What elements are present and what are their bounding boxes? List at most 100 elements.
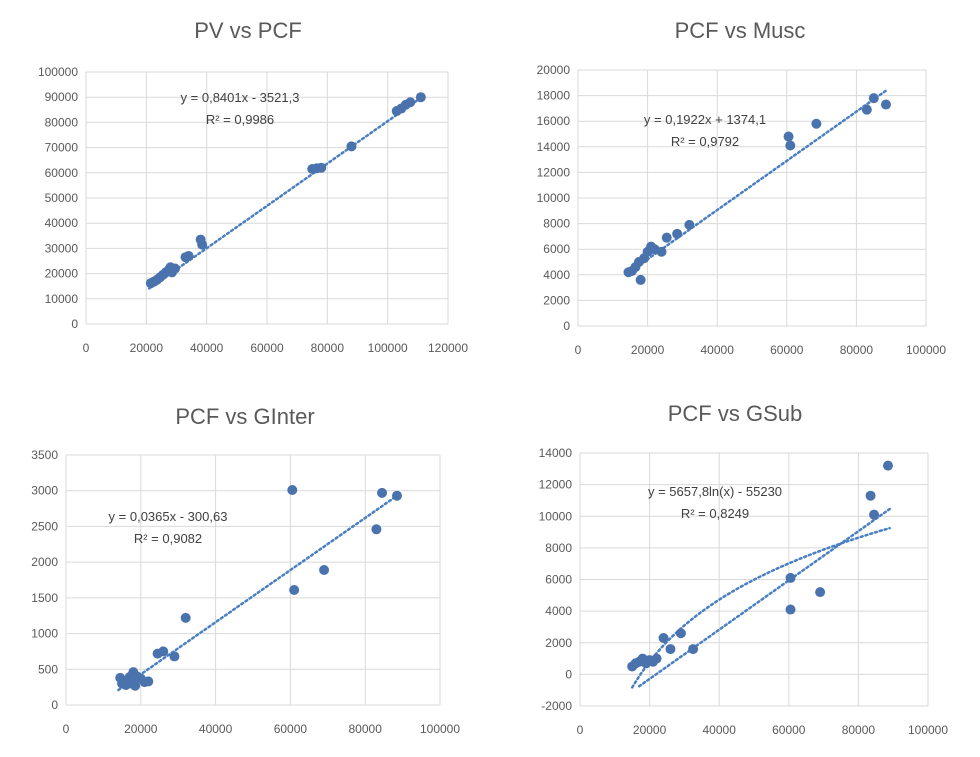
y-tick-label: 2500 — [31, 519, 58, 533]
trendline-secondary — [637, 507, 891, 688]
x-tick-label: 40000 — [199, 722, 233, 736]
y-tick-label: 20000 — [537, 63, 571, 77]
data-point — [785, 572, 796, 583]
chart-pcf-vs-musc: PCF vs Musc 0 2000 4000 6000 8000 10000 12000 14… — [490, 0, 980, 376]
y-tick-label: 30000 — [45, 241, 79, 255]
y-tick-label: 4000 — [545, 604, 572, 618]
data-point — [785, 140, 796, 151]
x-tick-label: 20000 — [124, 722, 158, 736]
y-tick-label: 1000 — [31, 627, 58, 641]
data-point — [861, 104, 872, 115]
data-point — [377, 487, 388, 498]
data-point — [287, 485, 298, 495]
x-tick-label: 60000 — [274, 722, 308, 736]
data-point — [785, 604, 796, 615]
data-point — [882, 460, 893, 471]
trendline-equation: y = 5657,8ln(x) - 55230 — [648, 484, 782, 499]
data-point — [143, 676, 154, 687]
data-point — [661, 232, 672, 243]
chart-pcf-vs-ginter: PCF vs GInter 0 500 1000 1500 2000 2500 3000 350… — [0, 376, 490, 752]
x-tick-label: 60000 — [250, 341, 284, 355]
y-tick-label: 12000 — [537, 165, 571, 179]
data-point — [651, 653, 662, 664]
x-tick-label: 20000 — [130, 341, 164, 355]
trendline-equation: y = 0,0365x - 300,63 — [109, 509, 228, 524]
y-tick-label: 0 — [565, 667, 572, 681]
y-tick-label: 70000 — [45, 141, 79, 155]
chart-pcf-vs-gsub: PCF vs GSub -2000 0 2000 4000 6000 8000 10000 12… — [490, 376, 980, 752]
data-point — [665, 644, 676, 655]
data-point — [391, 490, 402, 501]
data-point — [675, 628, 686, 639]
trendline-r-squared: R² = 0,9986 — [206, 112, 274, 127]
y-tick-label: 12000 — [539, 478, 573, 492]
data-point — [811, 118, 822, 129]
y-tick-label: 14000 — [537, 140, 571, 154]
x-tick-label: 100000 — [908, 723, 948, 737]
x-tick-label: 20000 — [631, 343, 665, 357]
x-tick-label: 100000 — [420, 722, 460, 736]
data-point — [869, 509, 880, 520]
y-tick-label: 8000 — [543, 217, 570, 231]
y-tick-label: 4000 — [543, 268, 570, 282]
x-tick-label: 0 — [83, 341, 90, 355]
data-point — [688, 644, 699, 655]
chart-title: PV vs PCF — [194, 18, 302, 43]
y-tick-label: 1500 — [31, 591, 58, 605]
chart-svg-pv-vs-pcf: PV vs PCF 0 10000 20000 30000 40000 50000 60000… — [38, 18, 468, 355]
y-tick-label: 6000 — [543, 242, 570, 256]
chart-title: PCF vs Musc — [675, 18, 806, 43]
chart-pv-vs-pcf: PV vs PCF 0 10000 20000 30000 40000 50000 60000… — [0, 0, 490, 376]
y-tick-label: 80000 — [45, 115, 79, 129]
y-tick-label: 10000 — [537, 191, 571, 205]
chart-svg-pcf-vs-ginter: PCF vs GInter 0 500 1000 1500 2000 2500 3000 350… — [31, 404, 460, 736]
data-point — [405, 97, 416, 108]
data-point — [656, 246, 667, 257]
y-tick-label: 50000 — [45, 191, 79, 205]
trendline-equation: y = 0,8401x - 3521,3 — [181, 90, 300, 105]
x-tick-label: 60000 — [770, 343, 804, 357]
y-tick-label: 90000 — [45, 90, 79, 104]
data-point — [684, 219, 695, 230]
trendline — [630, 526, 891, 689]
trendline — [625, 88, 889, 276]
data-point — [672, 228, 683, 239]
x-tick-label: 80000 — [840, 343, 874, 357]
y-tick-label: -2000 — [541, 699, 572, 713]
trendline-equation: y = 0,1922x + 1374,1 — [644, 112, 766, 127]
chart-title: PCF vs GInter — [175, 404, 314, 429]
data-point — [183, 250, 194, 261]
x-tick-label: 80000 — [349, 722, 383, 736]
x-tick-label: 0 — [575, 343, 582, 357]
data-point — [635, 274, 646, 285]
data-point — [880, 99, 891, 110]
y-tick-label: 14000 — [539, 446, 573, 460]
trendline-r-squared: R² = 0,9792 — [671, 134, 739, 149]
trendline — [117, 493, 401, 692]
x-tick-label: 100000 — [906, 343, 946, 357]
y-tick-label: 2000 — [543, 293, 570, 307]
y-tick-label: 3500 — [31, 448, 58, 462]
chart-svg-pcf-vs-musc: PCF vs Musc 0 2000 4000 6000 8000 10000 12000 14… — [537, 18, 947, 357]
data-point — [346, 141, 357, 152]
data-point — [815, 587, 826, 598]
data-point — [371, 524, 382, 535]
x-tick-label: 0 — [577, 723, 584, 737]
data-point — [783, 131, 794, 142]
chart-title: PCF vs GSub — [668, 401, 802, 426]
y-tick-label: 0 — [71, 317, 78, 331]
y-tick-label: 60000 — [45, 166, 79, 180]
y-tick-label: 18000 — [537, 89, 571, 103]
data-point — [865, 490, 876, 501]
data-point — [169, 263, 180, 274]
data-point — [658, 633, 669, 644]
x-tick-label: 80000 — [842, 723, 876, 737]
x-tick-label: 20000 — [633, 723, 667, 737]
y-tick-label: 3000 — [31, 484, 58, 498]
x-tick-label: 80000 — [311, 341, 345, 355]
trendline — [148, 96, 423, 290]
data-point — [180, 612, 191, 623]
data-point — [169, 651, 180, 662]
y-tick-label: 6000 — [545, 573, 572, 587]
y-tick-label: 500 — [38, 662, 58, 676]
